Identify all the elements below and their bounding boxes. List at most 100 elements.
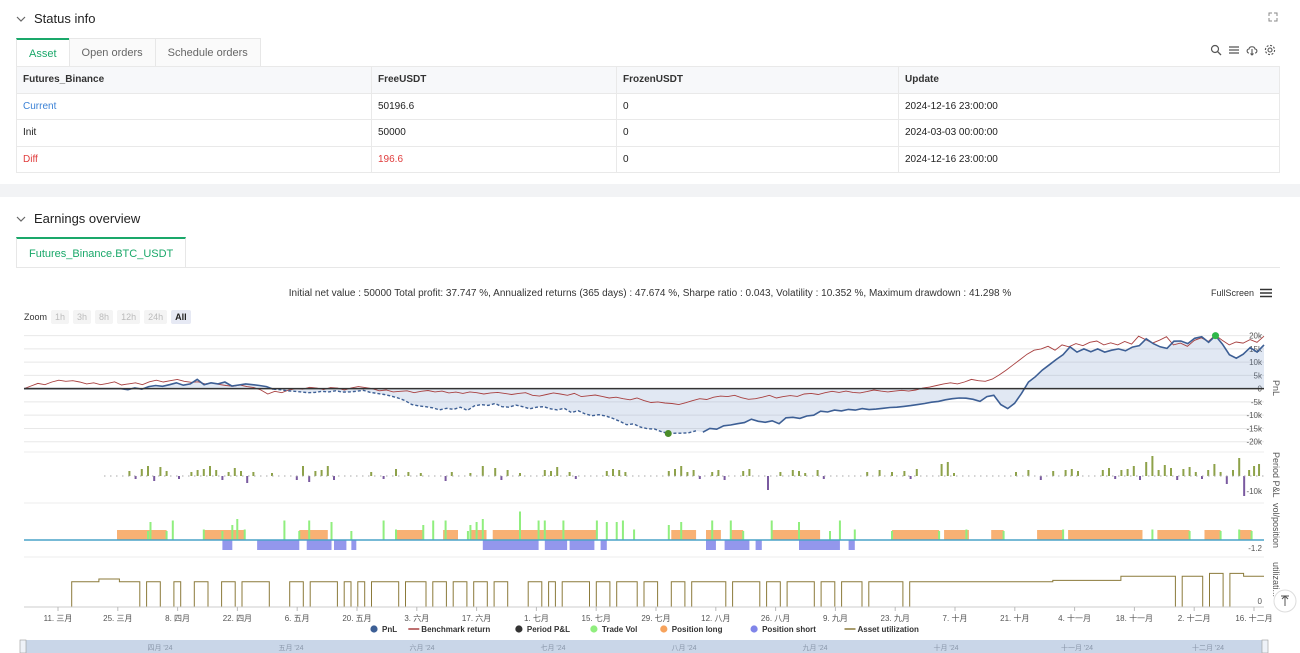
legend-marker [590, 625, 598, 633]
period-pnl-bar [320, 470, 323, 476]
period-pnl-bar [190, 472, 193, 476]
trade-vol-bar [481, 519, 484, 540]
period-pnl-dot [500, 475, 502, 477]
period-pnl-dot [554, 475, 556, 477]
zoom-1h-button[interactable]: 1h [51, 310, 70, 324]
legend-item-trade-vol[interactable]: Trade Vol [590, 625, 637, 634]
tab-futures-binance-btc-usdt[interactable]: Futures_Binance.BTC_USDT [16, 237, 187, 267]
settings-icon[interactable] [1264, 44, 1276, 56]
period-pnl-bar [1182, 469, 1185, 476]
period-pnl-dot [1142, 475, 1144, 477]
x-axis-label: 18. 十一月 [1116, 613, 1153, 623]
period-pnl-bar [543, 470, 546, 476]
chevron-down-icon[interactable] [16, 214, 26, 224]
period-pnl-dot [824, 475, 826, 477]
period-pnl-bar [1201, 476, 1203, 479]
period-pnl-dot [308, 475, 310, 477]
period-pnl-dot [422, 475, 424, 477]
period-pnl-dot [572, 475, 574, 477]
period-pnl-dot [542, 475, 544, 477]
period-pnl-bar [618, 470, 621, 476]
period-pnl-dot [692, 475, 694, 477]
fullscreen-button[interactable]: FullScreen [1211, 288, 1272, 298]
trade-vol-bar [667, 525, 670, 540]
trade-vol-bar [422, 525, 425, 540]
period-pnl-bar [500, 476, 503, 480]
position-long-bar [492, 530, 520, 540]
period-pnl-dot [104, 475, 106, 477]
row-label-current[interactable]: Current [16, 92, 372, 120]
period-pnl-bar [1213, 464, 1216, 476]
period-pnl-dot [1112, 475, 1114, 477]
period-pnl-dot [626, 475, 628, 477]
period-pnl-bar [1101, 470, 1104, 476]
status-info-title: Status info [34, 11, 96, 26]
earnings-header[interactable]: Earnings overview [16, 211, 140, 226]
period-pnl-bar [574, 476, 577, 479]
legend-item-period-p-l[interactable]: Period P&L [515, 625, 570, 634]
period-pnl-dot [902, 475, 904, 477]
period-pnl-bar [1163, 465, 1166, 476]
period-pnl-dot [662, 475, 664, 477]
period-pnl-bar [246, 476, 249, 483]
period-pnl-bar [1194, 472, 1197, 476]
period-pnl-dot [194, 475, 196, 477]
period-pnl-bar [742, 471, 745, 476]
back-to-top-arrow [1281, 595, 1289, 606]
search-icon[interactable] [1210, 44, 1222, 56]
legend-label: Asset utilization [858, 625, 919, 634]
list-icon[interactable] [1228, 44, 1240, 56]
period-pnl-bar [147, 466, 149, 476]
period-pnl-dot [974, 475, 976, 477]
period-pnl-dot [620, 475, 622, 477]
legend-item-position-short[interactable]: Position short [750, 625, 817, 634]
legend-item-asset-utilization[interactable]: Asset utilization [844, 625, 919, 634]
menu-icon[interactable] [1260, 288, 1272, 298]
cloud-download-icon[interactable] [1246, 44, 1258, 56]
period-pnl-dot [236, 475, 238, 477]
min-marker [664, 429, 672, 437]
period-pnl-dot [1178, 475, 1180, 477]
period-pnl-bar [140, 469, 143, 476]
period-pnl-bar [686, 472, 689, 476]
expand-icon[interactable] [1268, 12, 1278, 22]
period-pnl-bar [798, 471, 800, 476]
legend-item-position-long[interactable]: Position long [660, 625, 723, 634]
back-to-top-icon[interactable] [1273, 589, 1297, 613]
tab-schedule-orders[interactable]: Schedule orders [154, 38, 261, 67]
legend-item-benchmark-return[interactable]: Benchmark return [408, 625, 490, 634]
zoom-8h-button[interactable]: 8h [95, 310, 114, 324]
period-pnl-bar [748, 469, 751, 476]
period-pnl-dot [926, 475, 928, 477]
period-pnl-dot [932, 475, 934, 477]
period-pnl-dot [1232, 475, 1234, 477]
navigator-label: 九月 '24 [802, 643, 827, 652]
period-pnl-dot [794, 475, 796, 477]
tab-open-orders[interactable]: Open orders [68, 38, 156, 67]
zoom-3h-button[interactable]: 3h [73, 310, 92, 324]
position-short-bar [334, 540, 347, 550]
zoom-24h-button[interactable]: 24h [144, 310, 168, 324]
period-pnl-bar [382, 476, 385, 479]
tab-asset[interactable]: Asset [16, 38, 70, 67]
period-pnl-dot [782, 475, 784, 477]
period-pnl-dot [1196, 475, 1198, 477]
period-pnl-dot [818, 475, 820, 477]
legend-item-pnl[interactable]: PnL [370, 625, 397, 634]
x-axis-label: 25. 三月 [103, 614, 132, 623]
x-axis-label: 3. 六月 [404, 613, 429, 623]
zoom-12h-button[interactable]: 12h [117, 310, 141, 324]
chevron-down-icon[interactable] [16, 14, 26, 24]
period-pnl-bar [1077, 471, 1079, 476]
status-info-header[interactable]: Status info [16, 11, 95, 26]
period-pnl-dot [1184, 475, 1186, 477]
period-pnl-dot [1106, 475, 1108, 477]
cell-update: 2024-03-03 00:00:00 [898, 119, 1280, 147]
trade-vol-bar [149, 522, 152, 540]
period-pnl-dot [836, 475, 838, 477]
period-pnl-dot [1214, 475, 1216, 477]
earnings-chart[interactable]: 20k 15k 10k 5k 0 -5k -10k -15k -20k PnL -10k Period… [0, 197, 1300, 653]
zoom-all-button[interactable]: All [171, 310, 191, 324]
period-pnl-dot [842, 475, 844, 477]
period-pnl-dot [656, 475, 658, 477]
